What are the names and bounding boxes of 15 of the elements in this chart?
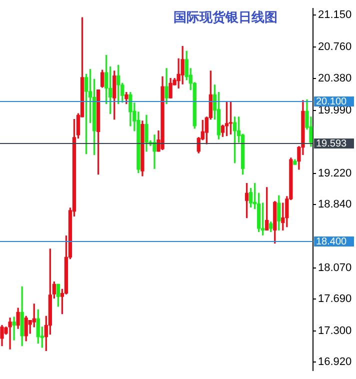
- y-tick-label: 17.300: [318, 325, 352, 338]
- y-tick-label: 20.760: [318, 41, 352, 54]
- y-tick-label: 18.070: [318, 262, 352, 274]
- y-tick-label: 17.690: [318, 293, 352, 306]
- y-tick-label: 21.150: [318, 9, 352, 22]
- candlestick: [12, 316, 16, 340]
- y-tick-label: 16.920: [318, 356, 352, 368]
- ref-line-label: 18.400: [316, 236, 348, 248]
- ref-line-label: 20.100: [316, 96, 348, 108]
- ref-line-label: 19.593: [316, 138, 348, 150]
- y-tick-label: 18.840: [318, 198, 352, 211]
- candlestick: [8, 318, 12, 350]
- y-tick-label: 20.380: [318, 72, 352, 84]
- chart-title: 国际现货银日线图: [173, 9, 278, 26]
- y-tick-label: 19.220: [318, 168, 352, 180]
